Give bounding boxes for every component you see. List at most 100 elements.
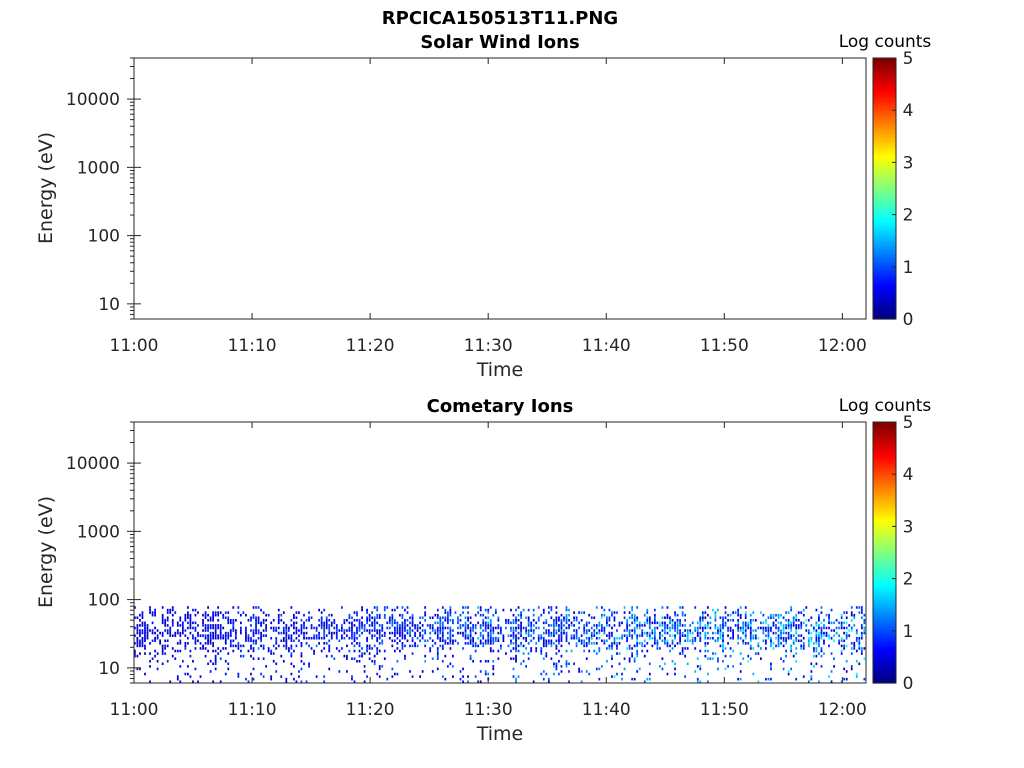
spectrogram-cell bbox=[272, 626, 275, 630]
spectrogram-cell bbox=[487, 621, 490, 625]
spectrogram-cell bbox=[790, 606, 793, 609]
spectrogram-cell bbox=[419, 626, 421, 630]
spectrogram-cell bbox=[404, 634, 406, 637]
spectrogram-cell bbox=[444, 639, 447, 643]
spectrogram-cell bbox=[214, 631, 217, 635]
spectrogram-cell bbox=[260, 672, 262, 676]
spectrogram-cell bbox=[346, 634, 348, 637]
spectrogram-cell bbox=[603, 629, 606, 632]
spectrogram-cell bbox=[661, 634, 664, 637]
spectrogram-cell bbox=[850, 652, 853, 655]
spectrogram-cell bbox=[691, 642, 694, 645]
spectrogram-cell bbox=[838, 621, 840, 625]
spectrogram-cell bbox=[757, 644, 760, 648]
spectrogram-cell bbox=[396, 659, 399, 663]
spectrogram-cell bbox=[588, 613, 591, 617]
spectrogram-cell bbox=[313, 634, 315, 637]
spectrogram-cell bbox=[169, 626, 172, 630]
spectrogram-cell bbox=[318, 631, 321, 635]
spectrogram-cell bbox=[573, 636, 575, 640]
spectrogram-cell bbox=[704, 636, 707, 640]
spectrogram-cell bbox=[717, 608, 719, 612]
spectrogram-cell bbox=[545, 631, 548, 635]
spectrogram-cell bbox=[441, 636, 444, 640]
spectrogram-cell bbox=[275, 626, 278, 630]
spectrogram-cell bbox=[287, 626, 290, 630]
spectrogram-cell bbox=[719, 616, 722, 620]
spectrogram-cell bbox=[527, 657, 530, 660]
spectrogram-cell bbox=[578, 621, 581, 625]
spectrogram-cell bbox=[815, 654, 818, 658]
spectrogram-cell bbox=[381, 634, 384, 637]
spectrogram-cell bbox=[396, 672, 399, 676]
spectrogram-cell bbox=[628, 657, 631, 660]
spectrogram-cell bbox=[229, 634, 232, 637]
spectrogram-cell bbox=[621, 677, 623, 681]
spectrogram-cell bbox=[527, 634, 530, 637]
spectrogram-cell bbox=[247, 634, 250, 637]
spectrogram-cell bbox=[452, 642, 454, 645]
spectrogram-cell bbox=[510, 629, 512, 632]
spectrogram-cell bbox=[462, 606, 464, 609]
spectrogram-cell bbox=[820, 665, 823, 668]
spectrogram-cell bbox=[812, 629, 815, 632]
colorbar-segment bbox=[873, 641, 896, 645]
spectrogram-cell bbox=[439, 631, 442, 635]
spectrogram-cell bbox=[775, 624, 777, 627]
spectrogram-cell bbox=[487, 616, 490, 620]
spectrogram-cell bbox=[358, 619, 361, 622]
spectrogram-cell bbox=[373, 626, 376, 630]
colorbar-tick-label: 2 bbox=[903, 206, 914, 226]
spectrogram-cell bbox=[527, 642, 530, 645]
spectrogram-cell bbox=[371, 611, 374, 614]
spectrogram-cell bbox=[250, 619, 252, 622]
spectrogram-cell bbox=[434, 621, 437, 625]
spectrogram-cell bbox=[638, 626, 641, 630]
spectrogram-cell bbox=[558, 659, 560, 663]
spectrogram-cell bbox=[378, 665, 381, 668]
spectrogram-cell bbox=[484, 672, 487, 676]
spectrogram-cell bbox=[664, 642, 666, 645]
spectrogram-cell bbox=[840, 644, 843, 648]
spectrogram-cell bbox=[845, 611, 848, 614]
spectrogram-cell bbox=[325, 621, 328, 625]
spectrogram-cell bbox=[517, 613, 520, 617]
spectrogram-cell bbox=[570, 649, 573, 653]
spectrogram-cell bbox=[224, 611, 227, 614]
spectrogram-cell bbox=[262, 634, 265, 637]
spectrogram-cell bbox=[250, 644, 252, 648]
spectrogram-cell bbox=[401, 647, 404, 650]
spectrogram-cell bbox=[527, 652, 530, 655]
spectrogram-cell bbox=[250, 624, 252, 627]
spectrogram-cell bbox=[310, 647, 313, 650]
spectrogram-cell bbox=[762, 613, 765, 617]
spectrogram-cell bbox=[202, 621, 204, 625]
spectrogram-cell bbox=[250, 629, 252, 632]
spectrogram-cell bbox=[815, 634, 818, 637]
spectrogram-cell bbox=[578, 611, 581, 614]
spectrogram-cell bbox=[666, 644, 669, 648]
spectrogram-cell bbox=[802, 621, 805, 625]
spectrogram-cell bbox=[802, 642, 805, 645]
spectrogram-cell bbox=[805, 629, 808, 632]
colorbar-segment bbox=[873, 622, 896, 627]
spectrogram-cell bbox=[812, 642, 815, 645]
spectrogram-cell bbox=[353, 634, 356, 637]
x-tick-label: 11:20 bbox=[346, 336, 395, 356]
spectrogram-cell bbox=[820, 649, 823, 653]
colorbar-segment bbox=[873, 107, 896, 111]
spectrogram-cell bbox=[600, 639, 603, 643]
spectrogram-cell bbox=[802, 647, 805, 650]
spectrogram-cell bbox=[853, 642, 856, 645]
spectrogram-cell bbox=[452, 654, 454, 658]
spectrogram-cell bbox=[646, 611, 649, 614]
spectrogram-cell bbox=[356, 626, 358, 630]
spectrogram-cell bbox=[240, 621, 242, 625]
spectrogram-cell bbox=[770, 677, 772, 681]
panel-cometary-ions: Cometary Ions 11:00 11:10 11:20 11:30 11:40 1… bbox=[35, 396, 931, 745]
spectrogram-cell bbox=[181, 624, 184, 627]
colorbar-segment bbox=[873, 183, 896, 187]
y-tick-label: 1000 bbox=[77, 522, 120, 542]
spectrogram-cell bbox=[166, 629, 169, 632]
colorbar-segment bbox=[873, 298, 896, 302]
